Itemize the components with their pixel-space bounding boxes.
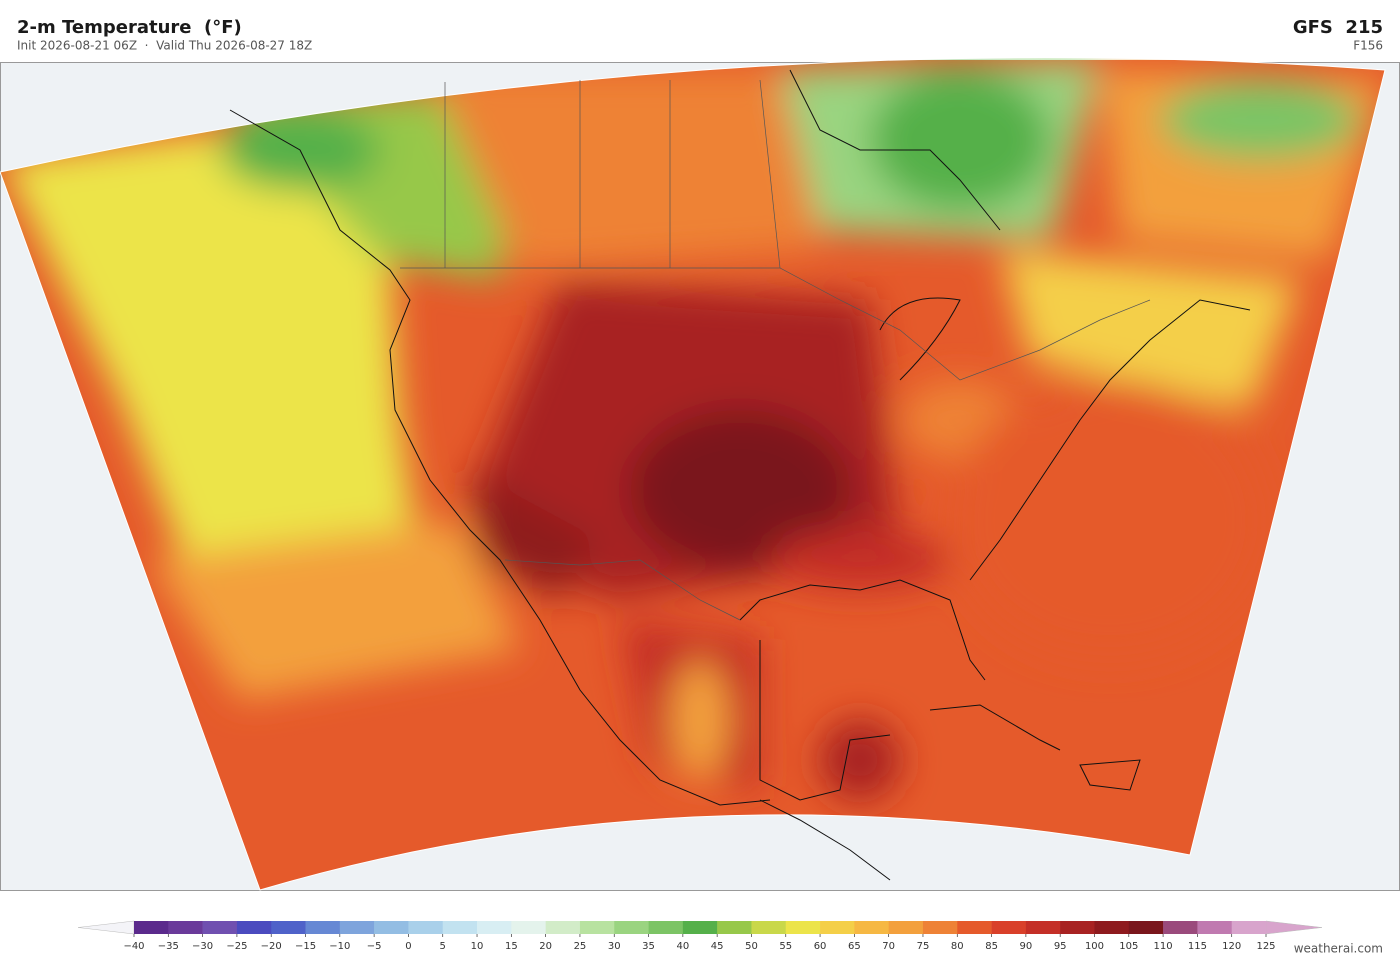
colorbar-bin (648, 921, 684, 934)
colorbar-bin (1231, 921, 1267, 934)
colorbar-bin (991, 921, 1027, 934)
colorbar-tick-label: −25 (226, 941, 247, 952)
colorbar-tick-label: −15 (295, 941, 316, 952)
colorbar-tick-label: 105 (1119, 941, 1138, 952)
colorbar-bin (442, 921, 478, 934)
colorbar-bin (374, 921, 409, 934)
colorbar-tick-label: −30 (192, 941, 213, 952)
colorbar-tick-label: 25 (574, 941, 587, 952)
colorbar-bin (305, 921, 341, 934)
model: GFS 215 (1293, 17, 1383, 38)
colorbar: −40 −35 −30 −25 −20 −15 −10 −5 0 5 10 15 20 25 30 35 40 4… (77, 920, 1323, 952)
subtitle: Init 2026-08-21 06Z · Valid Thu 2026-08-… (17, 39, 312, 53)
colorbar-bin (134, 921, 169, 934)
colorbar-bin (888, 921, 924, 934)
colorbar-tick-label: 120 (1222, 941, 1241, 952)
colorbar-bin (1163, 921, 1198, 934)
colorbar-bin (579, 921, 615, 934)
credit: weatherai.com (1294, 942, 1383, 956)
forecast-hour: F156 (1353, 39, 1383, 53)
colorbar-bin (1128, 921, 1164, 934)
colorbar-tick-label: 30 (608, 941, 621, 952)
colorbar-tick-label: −35 (158, 941, 179, 952)
colorbar-tick-label: 75 (917, 941, 930, 952)
coastlines (229, 69, 1251, 881)
colorbar-bin (614, 921, 649, 934)
colorbar-tick-label: 110 (1154, 941, 1173, 952)
map (0, 57, 1400, 891)
borders (400, 79, 1151, 621)
colorbar-bin (408, 921, 444, 934)
colorbar-bin (1025, 921, 1061, 934)
colorbar-bin (271, 921, 306, 934)
colorbar-tick-label: 5 (440, 941, 446, 952)
colorbar-tick-label: 0 (405, 941, 411, 952)
colorbar-under (77, 920, 135, 935)
colorbar-bin (339, 921, 375, 934)
colorbar-tick-label: 60 (814, 941, 827, 952)
colorbar-bin (1094, 921, 1130, 934)
colorbar-tick-label: −10 (329, 941, 350, 952)
colorbar-tick-label: 70 (882, 941, 895, 952)
colorbar-tick-label: 55 (779, 941, 792, 952)
colorbar-tick-label: 90 (1020, 941, 1033, 952)
colorbar-tick-label: 85 (985, 941, 998, 952)
colorbar-bin (477, 921, 512, 934)
colorbar-bin (545, 921, 581, 934)
colorbar-tick-label: −20 (261, 941, 282, 952)
colorbar-tick-label: 100 (1085, 941, 1104, 952)
colorbar-tick-label: 80 (951, 941, 964, 952)
colorbar-tick-label: 45 (711, 941, 724, 952)
colorbar-bin (1060, 921, 1095, 934)
colorbar-bin (511, 921, 546, 934)
title: 2-m Temperature (°F) (17, 17, 242, 38)
colorbar-tick-label: 50 (745, 941, 758, 952)
colorbar-tick-label: 65 (848, 941, 861, 952)
colorbar-tick-label: −5 (367, 941, 382, 952)
colorbar-tick-label: 20 (539, 941, 552, 952)
colorbar-tick-label: 15 (505, 941, 518, 952)
colorbar-bin (717, 921, 752, 934)
colorbar-bin (168, 921, 203, 934)
colorbar-bin (682, 921, 718, 934)
colorbar-tick-label: 125 (1256, 941, 1275, 952)
temperature-field (0, 60, 1385, 890)
colorbar-tick-label: −40 (123, 941, 144, 952)
colorbar-bin (751, 921, 787, 934)
colorbar-bin (854, 921, 889, 934)
colorbar-tick-label: 95 (1054, 941, 1067, 952)
colorbar-bin (236, 921, 272, 934)
colorbar-bin (202, 921, 238, 934)
colorbar-tick-label: 115 (1188, 941, 1207, 952)
colorbar-over (1265, 920, 1323, 935)
colorbar-bin (785, 921, 821, 934)
colorbar-bin (820, 921, 855, 934)
colorbar-tick-label: 10 (471, 941, 484, 952)
colorbar-tick-label: 35 (642, 941, 655, 952)
colorbar-tick-label: 40 (676, 941, 689, 952)
colorbar-bin (1197, 921, 1232, 934)
colorbar-bin (922, 921, 958, 934)
colorbar-bin (957, 921, 992, 934)
